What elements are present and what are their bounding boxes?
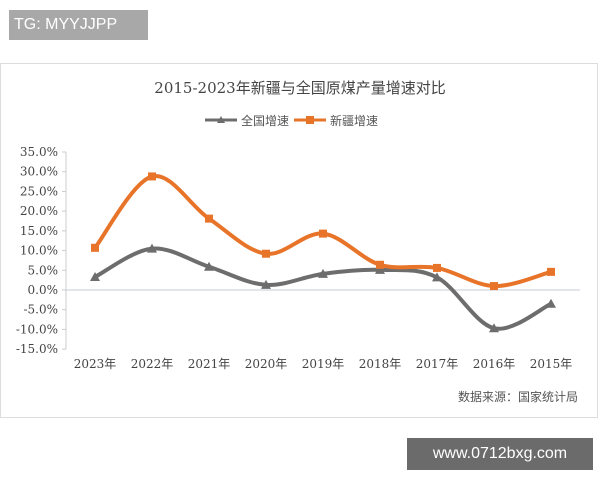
x-tick-label: 2017年 — [416, 357, 459, 371]
data-point — [318, 268, 328, 278]
series-line-0 — [94, 246, 552, 331]
legend-series-0: 全国增速 — [241, 113, 289, 128]
data-point — [90, 271, 100, 281]
y-tick-label: 0.0% — [28, 283, 59, 297]
data-point — [547, 267, 555, 276]
y-tick-label: 5.0% — [28, 263, 59, 277]
data-point — [205, 214, 213, 223]
y-tick-label: -5.0% — [23, 303, 58, 317]
x-tick-label: 2016年 — [473, 357, 516, 371]
legend-triangle-icon — [217, 116, 225, 123]
data-point — [147, 243, 157, 253]
y-tick-label: 10.0% — [20, 244, 58, 258]
source-note: 数据来源：国家统计局 — [458, 389, 578, 404]
data-point — [433, 263, 441, 272]
legend-series-1: 新疆增速 — [330, 113, 378, 128]
series-line-1 — [93, 174, 552, 289]
y-tick-label: 25.0% — [20, 184, 58, 198]
legend-square-icon — [306, 116, 314, 124]
x-tick-label: 2018年 — [359, 357, 402, 371]
data-point — [148, 172, 156, 181]
x-tick-label: 2023年 — [74, 357, 117, 371]
y-tick-label: 30.0% — [20, 165, 58, 179]
footer-site: www.0712bxg.com — [407, 438, 593, 470]
data-point — [489, 323, 499, 333]
chart-title: 2015-2023年新疆与全国原煤产量增速对比 — [154, 79, 445, 97]
y-tick-label: -15.0% — [16, 342, 58, 356]
data-point — [376, 260, 384, 269]
data-point — [546, 298, 556, 308]
legend: 全国增速 新疆增速 — [205, 113, 378, 128]
data-point — [91, 243, 99, 252]
header-tag: TG: MYYJJPP — [9, 10, 148, 40]
chart-frame — [0, 63, 598, 418]
x-tick-label: 2019年 — [302, 357, 345, 371]
x-tick-label: 2021年 — [188, 357, 231, 371]
x-tick-label: 2022年 — [131, 357, 174, 371]
data-point — [261, 279, 271, 289]
data-point — [490, 282, 498, 291]
y-tick-label: 35.0% — [20, 145, 58, 159]
data-point — [319, 229, 327, 238]
data-point — [432, 272, 442, 282]
y-tick-label: 20.0% — [20, 204, 58, 218]
x-tick-label: 2020年 — [245, 357, 288, 371]
data-point — [375, 264, 385, 274]
y-tick-label: 15.0% — [20, 224, 58, 238]
data-point — [204, 261, 214, 271]
y-tick-label: -10.0% — [16, 322, 58, 336]
data-point — [262, 249, 270, 258]
x-tick-label: 2015年 — [530, 357, 573, 371]
